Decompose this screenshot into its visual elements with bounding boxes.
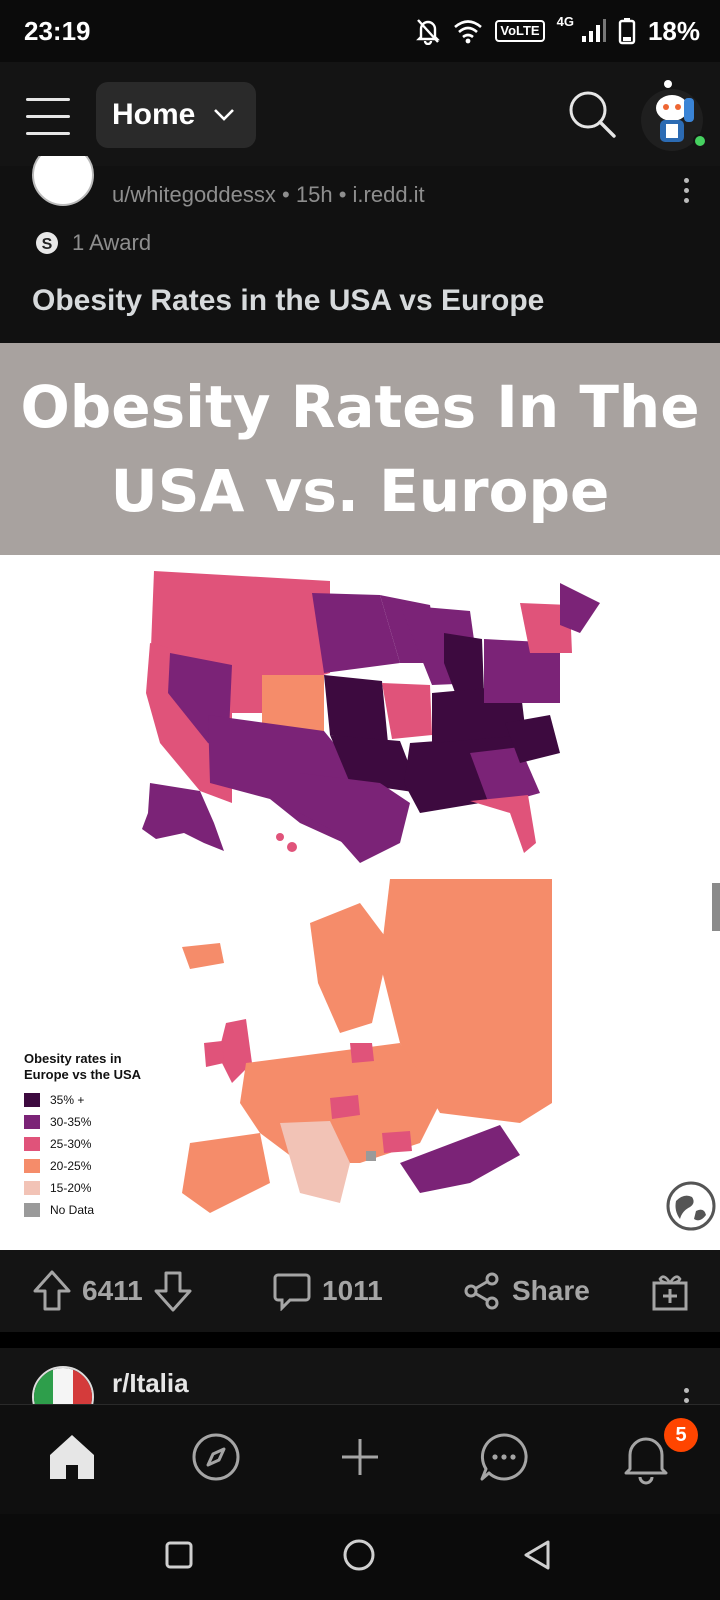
post-author[interactable]: u/whitegoddessx [112,182,276,207]
home-icon[interactable] [44,1429,100,1485]
legend-swatch [24,1203,40,1217]
meta-separator: • [282,182,290,207]
app-header: Home [0,62,720,166]
home-circle-icon[interactable] [342,1538,376,1572]
menu-icon[interactable] [26,98,70,135]
compass-icon[interactable] [188,1429,244,1485]
upvote-count: 6411 [82,1275,143,1306]
comment-icon [273,1273,311,1311]
comment-count: 1011 [322,1275,383,1306]
recents-icon[interactable] [164,1540,194,1570]
search-icon[interactable] [566,88,618,140]
chevron-down-icon [214,109,235,121]
legend-swatch [24,1093,40,1107]
feed-selector-label: Home [112,98,196,131]
legend-item: 20-25% [24,1155,164,1177]
legend-item: 25-30% [24,1133,164,1155]
legend-swatch [24,1115,40,1129]
comments-button[interactable]: 1011 [272,1250,383,1332]
volte-badge: VoLTE [495,20,545,42]
status-time: 23:19 [24,16,91,46]
legend-label: No Data [50,1203,95,1217]
vote-group: 6411 [32,1250,193,1332]
status-icons: VoLTE 4G 18% [415,14,700,48]
more-options-icon[interactable] [684,1388,690,1404]
award-count: 1 Award [72,230,152,255]
legend-swatch [24,1137,40,1151]
share-label: Share [512,1275,590,1306]
chat-icon[interactable] [476,1429,532,1485]
post-actions: 6411 1011 Share [0,1250,720,1332]
image-banner: Obesity Rates In The USA vs. Europe [0,343,720,555]
legend-label: 35% + [50,1093,85,1107]
legend-item: 30-35% [24,1111,164,1133]
next-post-card[interactable]: r/Italia [0,1348,720,1404]
legend-title: Obesity rates in Europe vs the USA [24,1051,142,1082]
battery-icon [618,18,636,45]
more-options-icon[interactable] [684,178,690,208]
gift-icon [652,1275,688,1311]
legend-label: 30-35% [50,1115,92,1129]
battery-percent: 18% [647,15,700,46]
map-legend: Obesity rates in Europe vs the USA 35% +… [24,1051,164,1221]
legend-item: No Data [24,1199,164,1221]
share-button[interactable]: Share [462,1250,590,1332]
legend-swatch [24,1181,40,1195]
status-bar: 23:19 VoLTE 4G 18% [0,0,720,62]
bottom-nav [0,1404,720,1515]
post-image[interactable]: Obesity Rates In The USA vs. Europe [0,343,720,1250]
avatar[interactable] [640,78,710,154]
plus-icon[interactable] [332,1429,388,1485]
banner-line-2: USA vs. Europe [110,457,610,525]
usa-map [142,571,600,863]
globe-watermark-icon [666,1181,716,1231]
author-avatar[interactable] [32,156,96,208]
svg-text:S: S [42,236,53,253]
post-meta: u/whitegoddessx • 15h • i.redd.it [112,182,425,208]
system-nav-bar [0,1514,720,1600]
post-domain[interactable]: i.redd.it [352,182,425,207]
share-icon [464,1272,499,1310]
award-row[interactable]: S 1 Award [34,230,151,256]
meta-separator: • [338,182,347,207]
legend-label: 15-20% [50,1181,92,1195]
legend-label: 20-25% [50,1159,92,1173]
bell-icon[interactable] [618,1429,674,1485]
feed-selector[interactable]: Home [96,82,256,148]
post-title[interactable]: Obesity Rates in the USA vs Europe [32,284,545,317]
give-award-button[interactable] [650,1250,690,1332]
legend-swatch [24,1159,40,1173]
legend-item: 15-20% [24,1177,164,1199]
post-age: 15h [295,182,333,207]
notification-badge: 5 [664,1418,698,1452]
subreddit-avatar[interactable] [32,1366,94,1404]
upvote-icon[interactable] [32,1269,72,1313]
feed-divider [0,1332,720,1348]
award-icon: S [36,232,58,254]
wifi-icon [454,20,483,44]
legend-item: 35% + [24,1089,164,1111]
banner-line-1: Obesity Rates In The [20,373,700,441]
signal-icon [581,19,606,42]
subreddit-name[interactable]: r/Italia [112,1368,189,1398]
scrollbar-thumb[interactable] [712,883,720,931]
back-icon[interactable] [522,1538,552,1572]
mute-bell-icon [416,19,441,45]
network-type: 4G [556,13,574,29]
europe-map [182,879,552,1213]
legend-label: 25-30% [50,1137,92,1151]
downvote-icon[interactable] [153,1269,193,1313]
